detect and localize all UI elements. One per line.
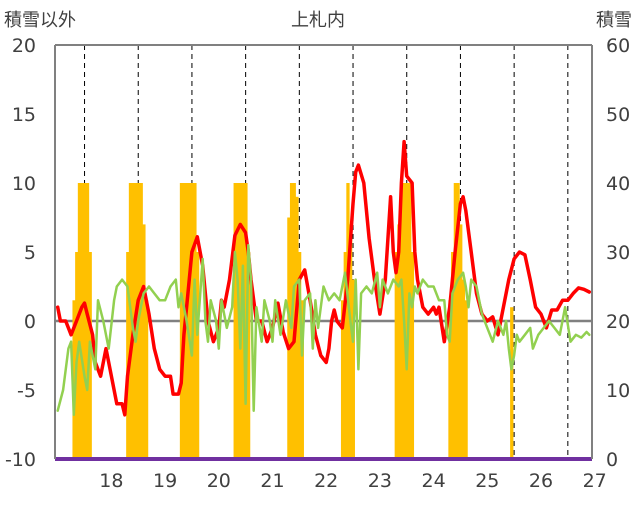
snow-bar-2: [77, 183, 82, 459]
tick-layer: -10 -5 0 5 10 15 20 0 10 20 30 40 50 60 18 19 20 21 22 23 24…: [5, 35, 630, 492]
x-tick-label-21: 21: [260, 470, 284, 492]
snow-bar-31: [295, 196, 299, 460]
line-layer: [55, 139, 592, 417]
snow-bar-15: [179, 183, 184, 459]
snow-bar-37: [349, 224, 353, 459]
snow-bar-46: [448, 300, 452, 459]
frame-layer: [54, 44, 593, 461]
x-tick-label-18: 18: [99, 470, 123, 492]
snow-bar-33: [300, 300, 304, 459]
x-tick-label-24: 24: [421, 470, 445, 492]
y2-tick-label-50: 50: [606, 104, 630, 126]
snow-bar-18: [187, 183, 192, 459]
snow-bar-28: [287, 217, 291, 459]
chart-title: 上札内: [291, 10, 345, 31]
y-tick-label--5: -5: [17, 380, 36, 402]
snow-bar-27: [246, 252, 251, 459]
snow-bar-13: [142, 224, 146, 459]
snow-bar-8: [128, 183, 133, 459]
x-tick-label-26: 26: [529, 470, 553, 492]
snow-bar-38: [351, 279, 355, 459]
y2-tick-label-40: 40: [606, 173, 630, 195]
snow-bar-53: [510, 307, 514, 459]
y2-tick-label-30: 30: [606, 242, 630, 264]
y-tick-label-15: 15: [12, 104, 36, 126]
right-axis-title: 積雪: [596, 10, 632, 31]
snow-bar-32: [297, 252, 302, 459]
snow-bar-45: [410, 252, 415, 459]
snow-bar-21: [195, 252, 200, 459]
snow-bar-12: [139, 183, 143, 459]
y-tick-label-10: 10: [12, 173, 36, 195]
y2-tick-label-60: 60: [606, 35, 630, 57]
snow-bar-47: [451, 252, 455, 459]
y-tick-label--10: -10: [5, 449, 36, 471]
x-tick-label-22: 22: [314, 470, 338, 492]
snow-bar-0: [72, 300, 76, 459]
y2-tick-label-20: 20: [606, 311, 630, 333]
snow-bar-35: [343, 252, 347, 459]
snow-bar-34: [340, 300, 345, 459]
y-tick-label-20: 20: [12, 35, 36, 57]
snow-bar-52: [464, 300, 468, 459]
snow-bar-22: [233, 183, 237, 459]
y2-tick-label-10: 10: [606, 380, 630, 402]
green-series-line: [56, 243, 591, 417]
snow-bar-40: [397, 224, 401, 459]
snow-bar-23: [236, 183, 240, 459]
snow-bar-7: [126, 252, 130, 459]
x-tick-label-23: 23: [368, 470, 392, 492]
y-tick-label-5: 5: [24, 242, 36, 264]
snow-bar-41: [400, 183, 404, 459]
snow-bar-48: [453, 183, 458, 459]
snow-bar-49: [456, 183, 460, 459]
snow-bar-44: [408, 183, 412, 459]
snow-bar-14: [144, 300, 149, 459]
left-axis-title: 積雪以外: [4, 10, 76, 31]
snow-bar-39: [394, 252, 398, 459]
snow-bar-4: [83, 183, 87, 459]
snow-bar-3: [80, 183, 84, 459]
x-tick-label-25: 25: [475, 470, 499, 492]
y-tick-label-0: 0: [24, 311, 36, 333]
snow-bar-51: [461, 279, 466, 459]
x-tick-label-20: 20: [207, 470, 231, 492]
snow-bar-43: [405, 183, 409, 459]
snow-bar-50: [459, 224, 463, 459]
snow-bar-36: [346, 183, 350, 459]
x-tick-label-19: 19: [153, 470, 177, 492]
snow-bar-20: [193, 183, 197, 459]
x-tick-label-27: 27: [583, 470, 607, 492]
y2-tick-label-0: 0: [606, 449, 618, 471]
